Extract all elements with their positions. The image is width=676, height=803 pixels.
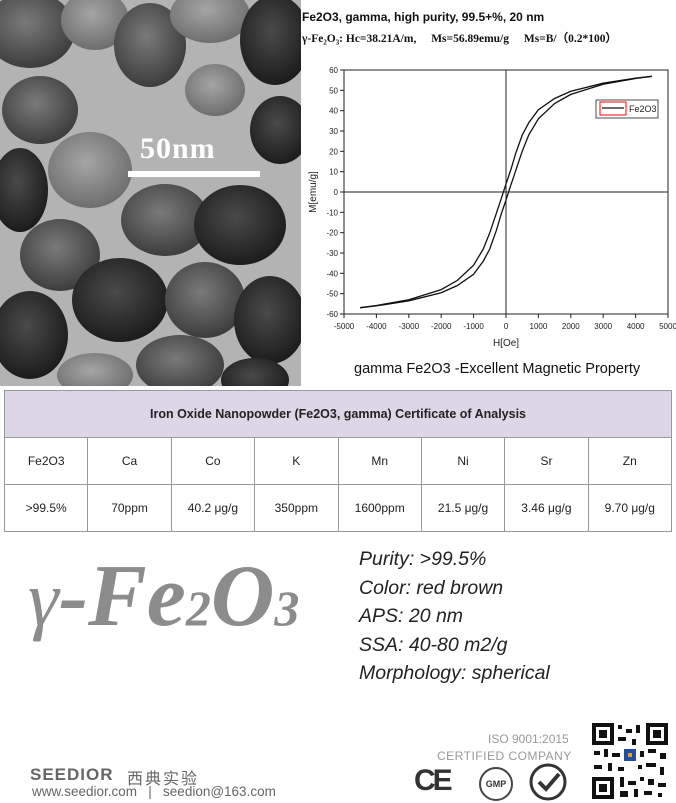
y-tick-label: 10 <box>329 168 338 177</box>
property-ssa: SSA: 40-80 m2/g <box>359 633 508 656</box>
table-header-cell: Ca <box>87 437 172 485</box>
legend-swatch-frame <box>599 101 627 116</box>
y-tick-label: 40 <box>329 107 338 116</box>
x-tick-label: 0 <box>504 322 509 331</box>
y-tick-label: -10 <box>326 208 338 217</box>
property-list: Purity: >99.5% Color: red brown APS: 20 … <box>359 545 550 688</box>
gmp-badge-icon: GMP <box>479 767 513 801</box>
x-axis-label: H[Oe] <box>493 338 519 349</box>
formula-sub2: 2 <box>185 580 211 636</box>
table-header-cell: Sr <box>504 437 589 485</box>
y-tick-label: -60 <box>326 310 338 319</box>
formula-heading: γ-Fe2O3 <box>28 546 299 647</box>
x-tick-label: -4000 <box>366 322 387 331</box>
table-cell: 3.46 μg/g <box>504 484 589 532</box>
table-cell: 1600ppm <box>337 484 422 532</box>
contact-line[interactable]: www.seedior.com | seedion@163.com <box>32 784 276 799</box>
series-line-descending <box>360 75 652 309</box>
table-header-cell: Ni <box>420 437 506 485</box>
y-tick-label: -30 <box>326 249 338 258</box>
x-tick-label: -5000 <box>334 322 355 331</box>
tem-micrograph <box>0 0 301 386</box>
y-axis-label: M[emu/g] <box>308 171 319 213</box>
table-cell: >99.5% <box>3 484 89 532</box>
x-tick-label: -3000 <box>399 322 420 331</box>
series-line-ascending <box>360 75 652 309</box>
ce-mark-icon: CE <box>414 764 453 797</box>
chart-axes: -5000 -4000 -3000 -2000 -1000 0 1000 2000 3000 40… <box>308 66 676 349</box>
y-tick-label: 30 <box>329 127 338 136</box>
formula-o: O <box>210 548 275 645</box>
x-tick-label: 2000 <box>562 322 580 331</box>
table-header-cell: Co <box>170 437 256 485</box>
property-purity: Purity: >99.5% <box>359 548 487 570</box>
table-cell: 9.70 μg/g <box>587 484 673 532</box>
legend-box <box>595 99 659 119</box>
qr-code-icon[interactable] <box>590 721 670 801</box>
x-tick-label: -1000 <box>463 322 484 331</box>
chart-legend: Fe2O3 <box>595 99 659 119</box>
table-header-cell: Zn <box>587 437 673 485</box>
formula-fe: -Fe <box>58 548 186 645</box>
x-tick-label: 5000 <box>659 322 676 331</box>
table-header-cell: Fe2O3 <box>3 437 89 485</box>
table-title-row: Iron Oxide Nanopowder (Fe2O3, gamma) Cer… <box>4 390 672 438</box>
table-cell: 40.2 μg/g <box>170 484 256 532</box>
hysteresis-chart: -5000 -4000 -3000 -2000 -1000 0 1000 2000 3000 40… <box>308 66 676 349</box>
table-cell: 21.5 μg/g <box>420 484 506 532</box>
formula-sub3: 3 <box>274 580 300 636</box>
x-tick-label: 1000 <box>530 322 548 331</box>
brand-name-cn: 西典实验 <box>127 771 200 788</box>
formula-gamma: γ <box>28 555 59 642</box>
certificate-table: Iron Oxide Nanopowder (Fe2O3, gamma) Cer… <box>3 390 673 532</box>
particle-field <box>0 0 301 386</box>
property-color: Color: red brown <box>359 576 504 599</box>
table-row: >99.5% 70ppm 40.2 μg/g 350ppm 1600ppm 21… <box>3 484 673 532</box>
x-tick-label: -2000 <box>431 322 452 331</box>
saturation-text: Ms=56.89emu/g <box>431 33 509 45</box>
table-title: Iron Oxide Nanopowder (Fe2O3, gamma) Cer… <box>4 390 672 438</box>
coercivity-text: γ-Fe₂O₃: Hc=38.21A/m, <box>302 33 417 45</box>
chart-header-title: Fe2O3, gamma, high purity, 99.5+%, 20 nm <box>302 10 545 24</box>
table-header-cell: Mn <box>337 437 422 485</box>
scale-bar-label: 50nm <box>140 132 216 165</box>
y-tick-label: -40 <box>326 269 338 278</box>
table-header-row: Fe2O3 Ca Co K Mn Ni Sr Zn <box>3 437 673 485</box>
y-tick-label: 50 <box>329 86 338 95</box>
table-header-cell: K <box>254 437 339 485</box>
chart-plot-area <box>360 75 652 309</box>
y-tick-label: -20 <box>326 229 338 238</box>
y-tick-label: 20 <box>329 147 338 156</box>
y-tick-label: 0 <box>334 188 339 197</box>
y-tick-label: 60 <box>329 66 338 75</box>
certified-label: CERTIFIED COMPANY <box>437 749 572 763</box>
y-tick-label: -50 <box>326 290 338 299</box>
certified-check-icon <box>529 763 567 801</box>
chart-header-parameters: γ-Fe₂O₃: Hc=38.21A/m, Ms=56.89emu/g Ms=B… <box>302 30 629 46</box>
chart-caption: gamma Fe2O3 -Excellent Magnetic Property <box>354 361 641 377</box>
property-morphology: Morphology: spherical <box>359 662 550 685</box>
saturation-formula-text: Ms=B/（0.2*100） <box>523 33 617 45</box>
x-tick-label: 4000 <box>627 322 645 331</box>
property-aps: APS: 20 nm <box>359 605 464 628</box>
brand-name: SEEDIOR <box>30 765 114 784</box>
scale-bar <box>128 171 260 177</box>
x-tick-label: 3000 <box>594 322 612 331</box>
table-cell: 70ppm <box>87 484 172 532</box>
table-cell: 350ppm <box>254 484 339 532</box>
iso-label: ISO 9001:2015 <box>488 732 569 746</box>
legend-label: Fe2O3 <box>629 104 657 114</box>
